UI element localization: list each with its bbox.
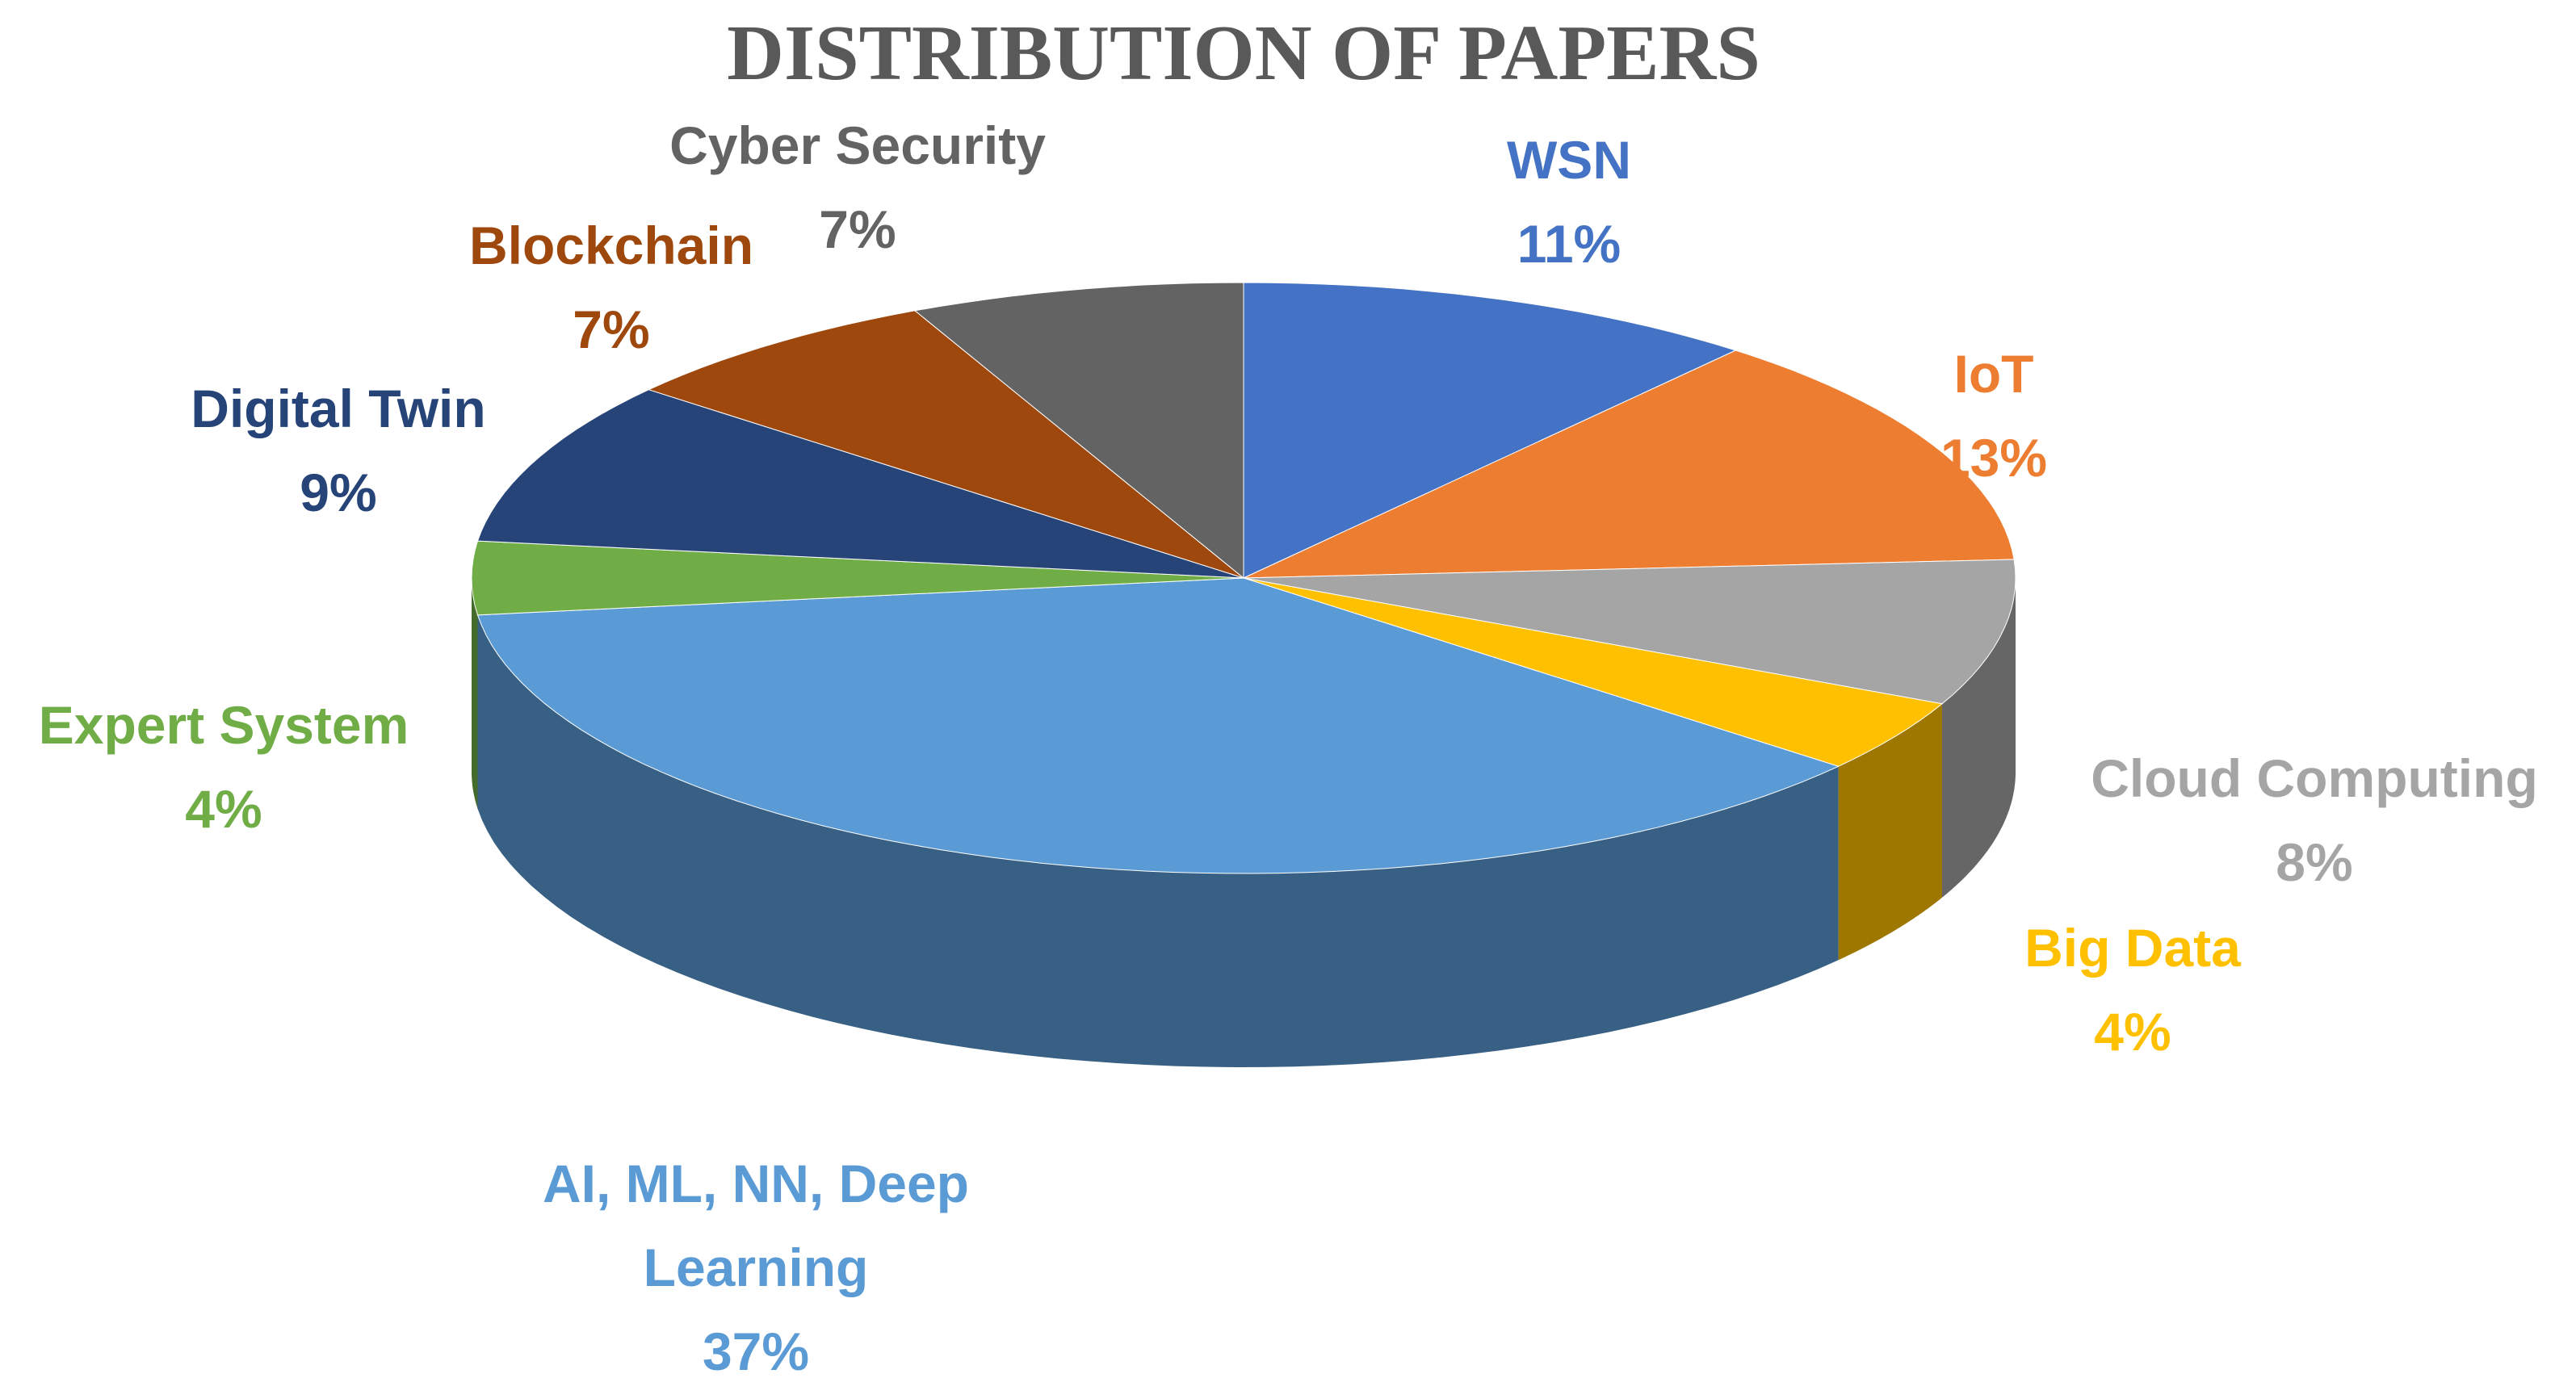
slice bbox=[913, 282, 1244, 580]
category-label: Digital Twin bbox=[191, 379, 486, 438]
category-label: Expert System bbox=[38, 695, 409, 755]
category-label: IoT bbox=[1953, 344, 2034, 404]
category-label: AI, ML, NN, Deep Learning bbox=[542, 1154, 970, 1297]
value-label: 9% bbox=[300, 463, 377, 522]
value-label: 7% bbox=[573, 299, 650, 359]
data-label: Digital Twin 9% bbox=[136, 367, 540, 534]
value-label: 4% bbox=[185, 779, 262, 839]
value-label: 8% bbox=[2276, 832, 2353, 892]
category-label: Big Data bbox=[2024, 918, 2241, 978]
data-label: AI, ML, NN, Deep Learning 37% bbox=[497, 1141, 1014, 1393]
slice bbox=[1243, 350, 2015, 579]
category-label: Blockchain bbox=[468, 216, 754, 275]
value-label: 7% bbox=[819, 199, 896, 259]
slice bbox=[476, 389, 1244, 579]
category-label: WSN bbox=[1507, 130, 1631, 190]
data-label: Cyber Security 7% bbox=[615, 103, 1100, 271]
slice-side bbox=[1838, 703, 1942, 961]
slice bbox=[647, 310, 1244, 579]
slice-side bbox=[1942, 578, 2016, 898]
value-label: 37% bbox=[702, 1322, 810, 1381]
slice bbox=[471, 540, 1244, 616]
value-label: 4% bbox=[2094, 1002, 2171, 1062]
slice-side bbox=[477, 614, 1839, 1067]
data-label: Big Data 4% bbox=[1931, 906, 2335, 1074]
value-label: 13% bbox=[1940, 428, 2048, 488]
slice-side bbox=[472, 578, 478, 809]
chart-title: DISTRIBUTION OF PAPERS bbox=[727, 10, 1760, 97]
slice bbox=[1243, 282, 1737, 579]
slice bbox=[476, 577, 1840, 874]
data-label: Cloud Computing 8% bbox=[2032, 736, 2576, 904]
data-label: WSN 11% bbox=[1408, 118, 1731, 286]
data-label: Blockchain 7% bbox=[409, 203, 813, 371]
data-label: Expert System 4% bbox=[0, 683, 466, 851]
slice bbox=[1243, 577, 1944, 767]
slice bbox=[1243, 559, 2016, 705]
value-label: 11% bbox=[1517, 214, 1622, 274]
category-label: Cloud Computing bbox=[2091, 748, 2538, 808]
data-label: IoT 13% bbox=[1873, 332, 2115, 500]
category-label: Cyber Security bbox=[669, 115, 1046, 175]
